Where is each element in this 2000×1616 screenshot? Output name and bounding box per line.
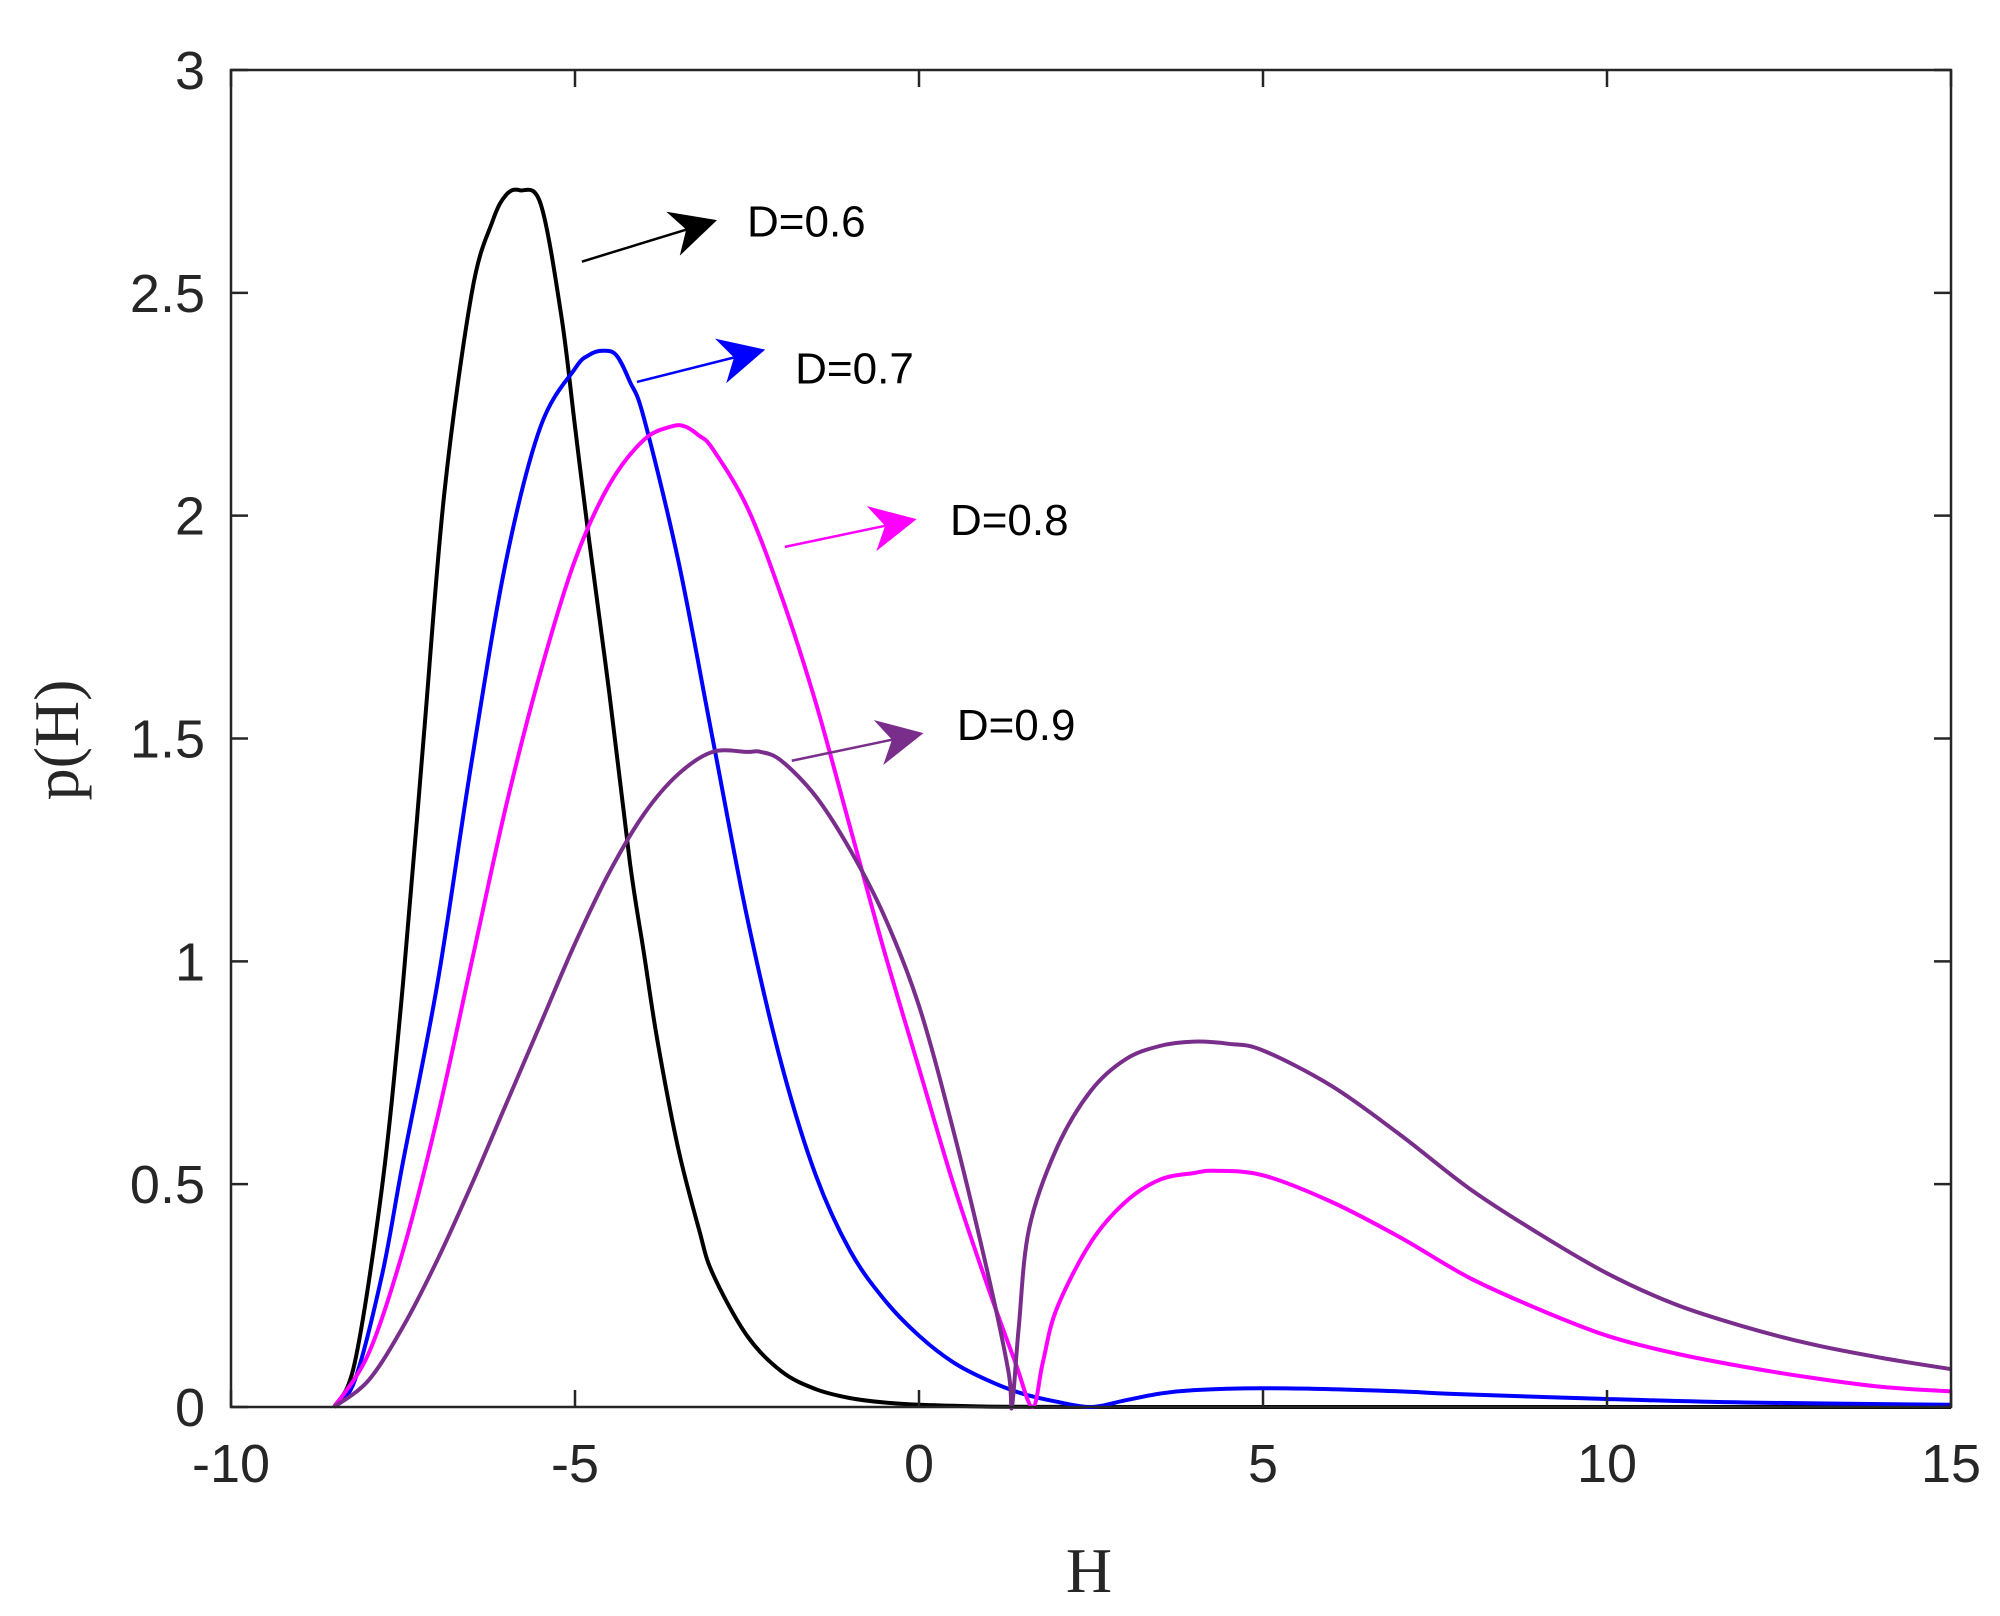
annotation-label-d-0-8: D=0.8	[950, 496, 1069, 545]
y-tick-label: 1	[175, 932, 205, 992]
axes: -10 -5 0 5 10 15 0 0.5 1 1.5 2 2.5 3	[130, 41, 1981, 1494]
annotation-arrow-d-0-6	[581, 211, 717, 263]
y-tick-label: 2	[175, 487, 205, 547]
annotation-arrow-d-0-7	[636, 338, 766, 384]
y-tick-label: 0.5	[130, 1155, 205, 1215]
series-curves	[332, 187, 1952, 1411]
y-tick-label: 1.5	[130, 710, 205, 770]
y-tick-label: 3	[175, 41, 205, 101]
annotation-label-d-0-9: D=0.9	[957, 701, 1076, 750]
x-tick-label: -5	[551, 1434, 599, 1494]
annotation-arrow-d-0-9	[791, 720, 924, 766]
annotation-label-d-0-7: D=0.7	[795, 345, 914, 394]
plot-frame	[229, 68, 1953, 1409]
x-tick-label: -10	[192, 1434, 270, 1494]
y-tick-label: 2.5	[130, 264, 205, 324]
series-line-d-0-9	[332, 748, 1952, 1411]
x-axis-label: H	[1066, 1535, 1112, 1606]
series-line-d-0-8	[332, 423, 1952, 1409]
y-axis-label: p(H)	[21, 680, 92, 801]
annotation-label-d-0-6: D=0.6	[747, 198, 866, 247]
annotation-arrow-d-0-8	[784, 506, 917, 552]
annotations: D=0.6 D=0.7 D=0.8 D=0.9	[581, 198, 1076, 766]
x-tick-label: 10	[1577, 1434, 1637, 1494]
x-tick-label: 15	[1921, 1434, 1981, 1494]
series-line-d-0-6	[332, 187, 1951, 1410]
x-tick-label: 0	[904, 1434, 934, 1494]
x-tick-label: 5	[1248, 1434, 1278, 1494]
y-tick-label: 0	[175, 1378, 205, 1438]
series-line-d-0-7	[332, 348, 1952, 1410]
